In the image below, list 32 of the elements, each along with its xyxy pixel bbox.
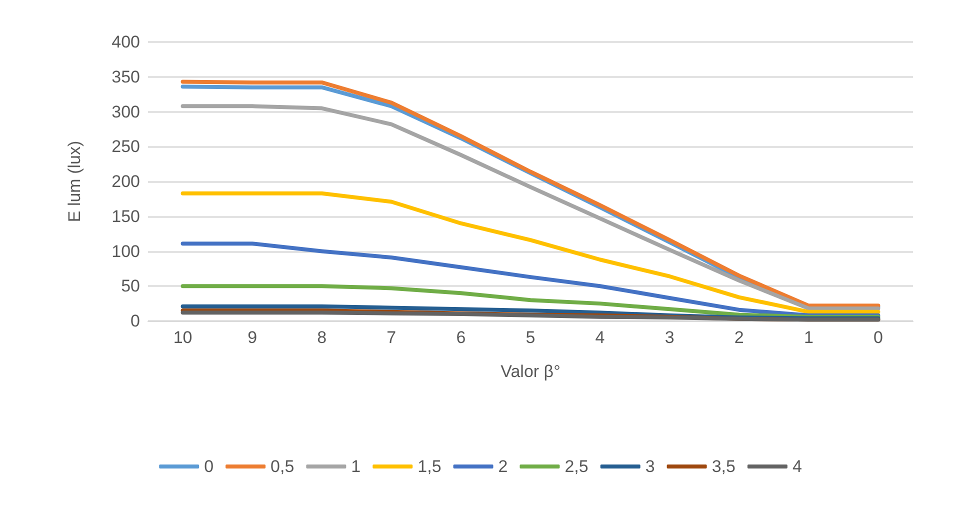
y-tick-label: 0 (130, 312, 140, 330)
x-tick-label: 0 (873, 328, 883, 347)
y-tick-label: 50 (121, 276, 140, 296)
legend-label: 0,5 (270, 457, 294, 476)
legend-label: 4 (792, 457, 802, 476)
x-tick-label: 8 (317, 328, 327, 347)
x-tick-label: 7 (386, 328, 396, 347)
x-tick-label: 6 (456, 328, 466, 347)
y-tick-label: 400 (112, 32, 140, 52)
y-axis-title: E lum (lux) (65, 140, 84, 222)
x-tick-label: 9 (248, 328, 258, 347)
legend-label: 0 (204, 457, 214, 476)
x-tick-label: 2 (734, 328, 744, 347)
y-tick-label: 200 (112, 172, 140, 191)
x-tick-label: 10 (173, 328, 192, 347)
legend-label: 3 (645, 457, 655, 476)
legend-label: 1,5 (418, 457, 442, 476)
y-tick-label: 100 (112, 242, 140, 261)
legend-label: 2,5 (564, 457, 588, 476)
x-tick-label: 1 (804, 328, 814, 347)
x-tick-label: 4 (595, 328, 605, 347)
line-series (180, 191, 880, 314)
legend-label: 3,5 (712, 457, 736, 476)
x-axis-title: Valor β° (500, 362, 560, 381)
x-tick-label: 5 (526, 328, 536, 347)
y-tick-label: 150 (112, 206, 140, 226)
legend-label: 1 (351, 457, 361, 476)
x-tick-label: 3 (664, 328, 674, 347)
y-tick-label: 350 (112, 67, 140, 86)
y-tick-label: 300 (112, 102, 140, 122)
legend-label: 2 (498, 457, 508, 476)
y-tick-label: 250 (112, 137, 140, 156)
